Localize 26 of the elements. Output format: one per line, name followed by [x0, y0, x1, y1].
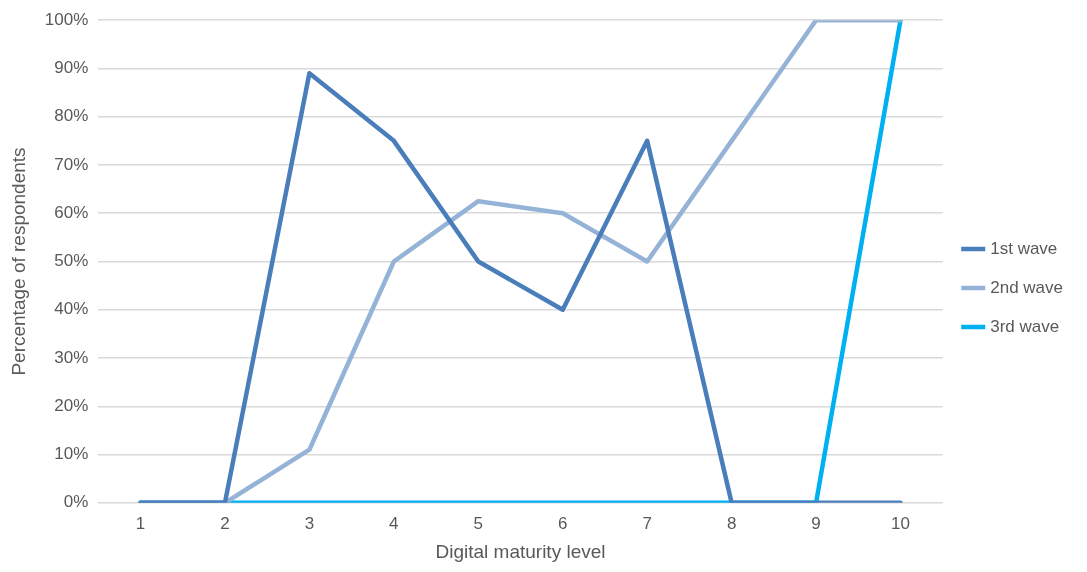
x-tick-label: 2 — [220, 513, 230, 533]
y-tick-label: 40% — [54, 299, 89, 319]
legend-label: 3rd wave — [990, 316, 1060, 336]
y-axis-title: Percentage of respondents — [7, 147, 29, 376]
x-tick-label: 10 — [891, 513, 910, 533]
y-tick-label: 10% — [54, 444, 89, 464]
legend-label: 2nd wave — [990, 277, 1064, 297]
y-tick-label: 20% — [54, 395, 89, 415]
y-tick-label: 70% — [54, 154, 89, 174]
y-tick-label: 60% — [54, 202, 89, 222]
x-tick-label: 5 — [473, 513, 484, 533]
x-tick-label: 9 — [811, 513, 821, 533]
x-tick-label: 4 — [389, 513, 399, 533]
y-tick-label: 30% — [54, 347, 89, 367]
x-tick-label: 3 — [304, 513, 315, 533]
x-tick-label: 6 — [557, 513, 568, 533]
legend-label: 1st wave — [990, 238, 1058, 258]
y-tick-label: 90% — [54, 58, 89, 78]
x-axis-title: Digital maturity level — [435, 540, 606, 562]
x-tick-label: 7 — [642, 513, 652, 533]
x-tick-label: 1 — [135, 513, 146, 533]
y-tick-label: 50% — [54, 251, 89, 271]
x-tick-label: 8 — [726, 513, 737, 533]
y-tick-label: 100% — [44, 9, 89, 29]
y-tick-label: 0% — [63, 492, 89, 512]
y-tick-label: 80% — [54, 106, 89, 126]
